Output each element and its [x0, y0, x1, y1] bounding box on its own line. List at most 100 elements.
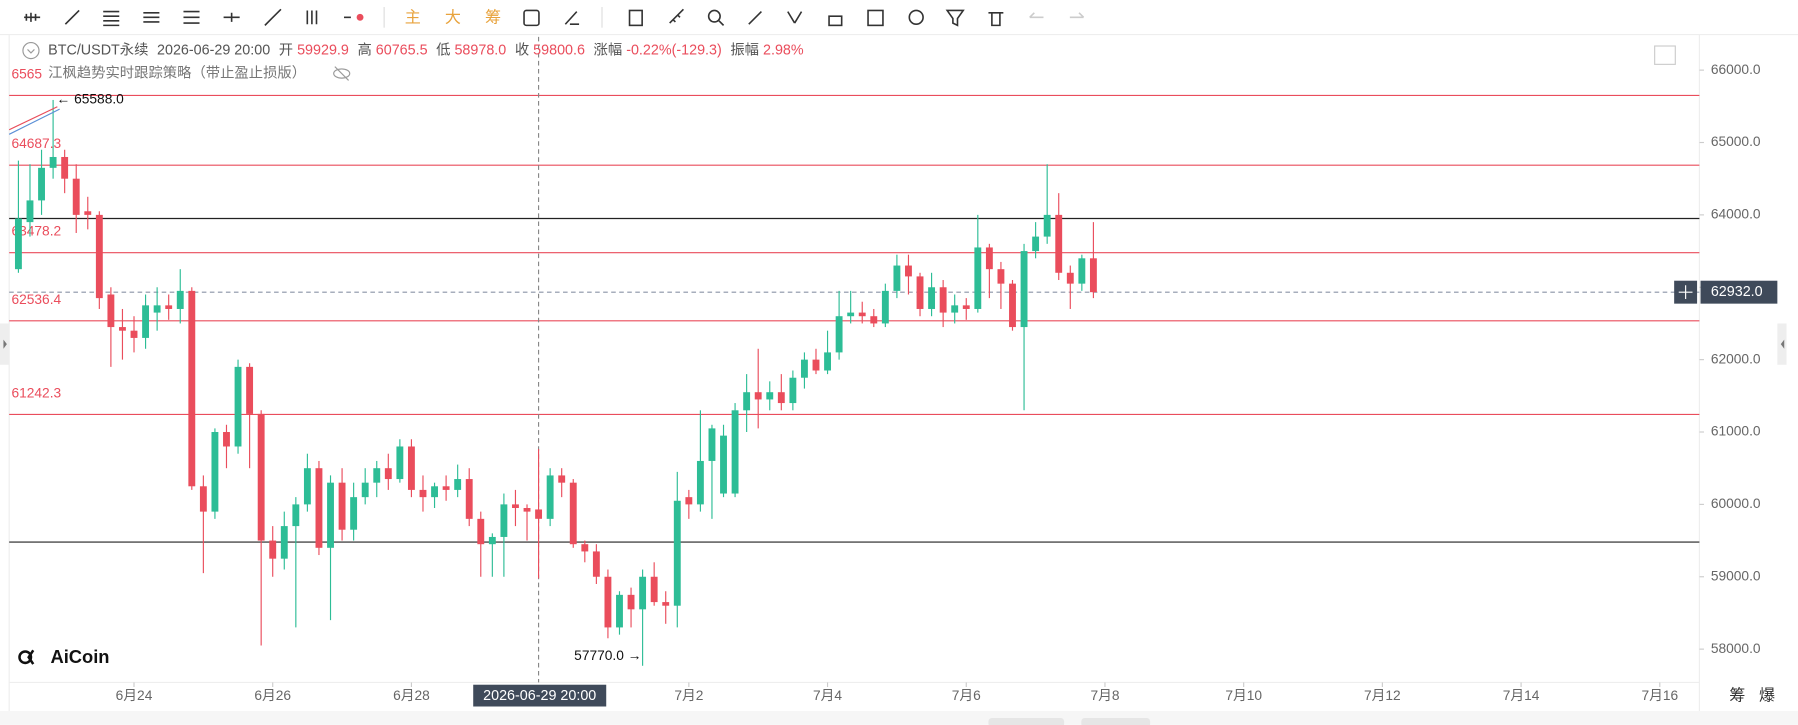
collapse-icon[interactable] [27, 49, 35, 54]
tool-icon[interactable] [945, 9, 965, 27]
annotation: 57770.0 → [574, 648, 641, 663]
side-button[interactable]: 筹 [1729, 686, 1745, 704]
change-label: 涨幅 [594, 41, 623, 58]
candle-body [153, 305, 161, 313]
tool-icon[interactable] [143, 11, 160, 23]
tool-icon[interactable] [306, 10, 318, 25]
candle-body [662, 602, 670, 606]
toolbar-button[interactable]: 大 [445, 9, 461, 27]
candle-body [373, 468, 381, 483]
candle-body [766, 392, 774, 400]
candle-body [546, 475, 554, 519]
candle-body [1032, 236, 1040, 252]
tool-icon[interactable] [748, 11, 762, 25]
tool-icon[interactable] [523, 9, 540, 27]
collapse-icon[interactable] [22, 42, 40, 60]
amplitude-label: 振幅 [730, 41, 759, 58]
y-tick-label: 61000.0 [1711, 424, 1761, 439]
candle-body [1043, 214, 1051, 237]
logo: AiCoin [18, 646, 110, 667]
candle-body [916, 276, 924, 309]
candle-body [1078, 258, 1086, 284]
y-tick-label: 60000.0 [1711, 496, 1761, 511]
candle-body [673, 500, 681, 606]
candle-body [835, 316, 843, 353]
tool-icon[interactable] [64, 9, 80, 25]
candle-body [465, 479, 473, 519]
tool-icon[interactable] [183, 10, 200, 24]
eye-icon[interactable] [333, 68, 351, 79]
candle-body [639, 576, 647, 610]
tool-icon[interactable] [988, 11, 1004, 27]
tool-icon[interactable] [908, 9, 924, 26]
tool-icon[interactable] [103, 10, 120, 27]
candle-body [234, 366, 242, 447]
tool-icon[interactable] [264, 8, 282, 26]
candle-body [905, 265, 912, 277]
visibility-icon[interactable] [333, 66, 351, 81]
tool-icon[interactable] [718, 20, 725, 26]
candle-body [696, 460, 704, 505]
candle-body [581, 544, 589, 552]
undo-icon[interactable] [1029, 12, 1044, 19]
candle-body [731, 410, 739, 494]
logo-mark [18, 650, 33, 665]
time: 2026-06-29 20:00 [157, 42, 270, 58]
candle-body [1089, 258, 1097, 293]
tool-icon[interactable] [223, 12, 240, 22]
candle-body [1066, 272, 1074, 284]
candle-body [616, 594, 623, 628]
eye-icon[interactable] [334, 66, 349, 81]
toolbar-button[interactable]: 筹 [485, 9, 501, 27]
candle-body [800, 359, 808, 378]
candle-body [974, 247, 982, 309]
high-label: 高 [357, 41, 371, 58]
tool-icon[interactable] [867, 9, 884, 27]
toolbar-button[interactable]: 主 [405, 9, 421, 27]
x-tick-label: 7月6 [952, 688, 981, 703]
y-tick-label: 58000.0 [1711, 641, 1761, 656]
tool-icon[interactable] [669, 8, 684, 24]
level-label: 6565 [11, 66, 42, 81]
side-handle-arrow[interactable] [1780, 339, 1785, 349]
candle-body [708, 428, 716, 461]
candle-body [939, 287, 947, 313]
tool-icon[interactable] [787, 11, 803, 24]
trend-line [8, 108, 60, 135]
side-button[interactable]: 爆 [1759, 685, 1775, 704]
candle-body [95, 214, 103, 299]
candle-body [928, 287, 936, 309]
tool-icon[interactable] [707, 9, 721, 23]
candle-body [824, 352, 831, 371]
redo-icon[interactable] [1069, 12, 1085, 19]
scroll-tab[interactable] [988, 717, 1065, 725]
candle-body [49, 156, 57, 168]
x-tick-label: 6月28 [393, 688, 430, 703]
tool-icon[interactable] [828, 15, 843, 27]
tool-icon[interactable] [24, 12, 41, 22]
tool-icon[interactable] [564, 11, 580, 26]
candle-body [107, 294, 115, 328]
candle-body [951, 305, 959, 313]
scroll-tab[interactable] [1081, 717, 1151, 725]
side-handle-arrow[interactable] [3, 339, 7, 349]
candle-body [789, 377, 797, 404]
candle-body [500, 504, 508, 537]
x-tick-label: 7月14 [1503, 688, 1540, 703]
candle-body [535, 509, 543, 519]
logo-mark [27, 649, 35, 665]
y-tick-label: 64000.0 [1711, 207, 1761, 222]
candle-body [407, 446, 415, 490]
fullscreen-button[interactable] [1654, 45, 1676, 65]
close-label: 收 [515, 41, 529, 58]
candle-body [870, 316, 878, 324]
x-tick-label: 7月12 [1364, 688, 1401, 703]
tool-icon[interactable] [628, 9, 643, 27]
candle-body [512, 504, 519, 509]
candle-body [142, 305, 150, 338]
y-tick-label: 65000.0 [1711, 134, 1761, 149]
header: BTC/USDT永续 2026-06-29 20:00 开 59929.9 高 … [48, 41, 804, 58]
candle-body [292, 504, 300, 527]
tool-icon[interactable] [356, 13, 364, 21]
